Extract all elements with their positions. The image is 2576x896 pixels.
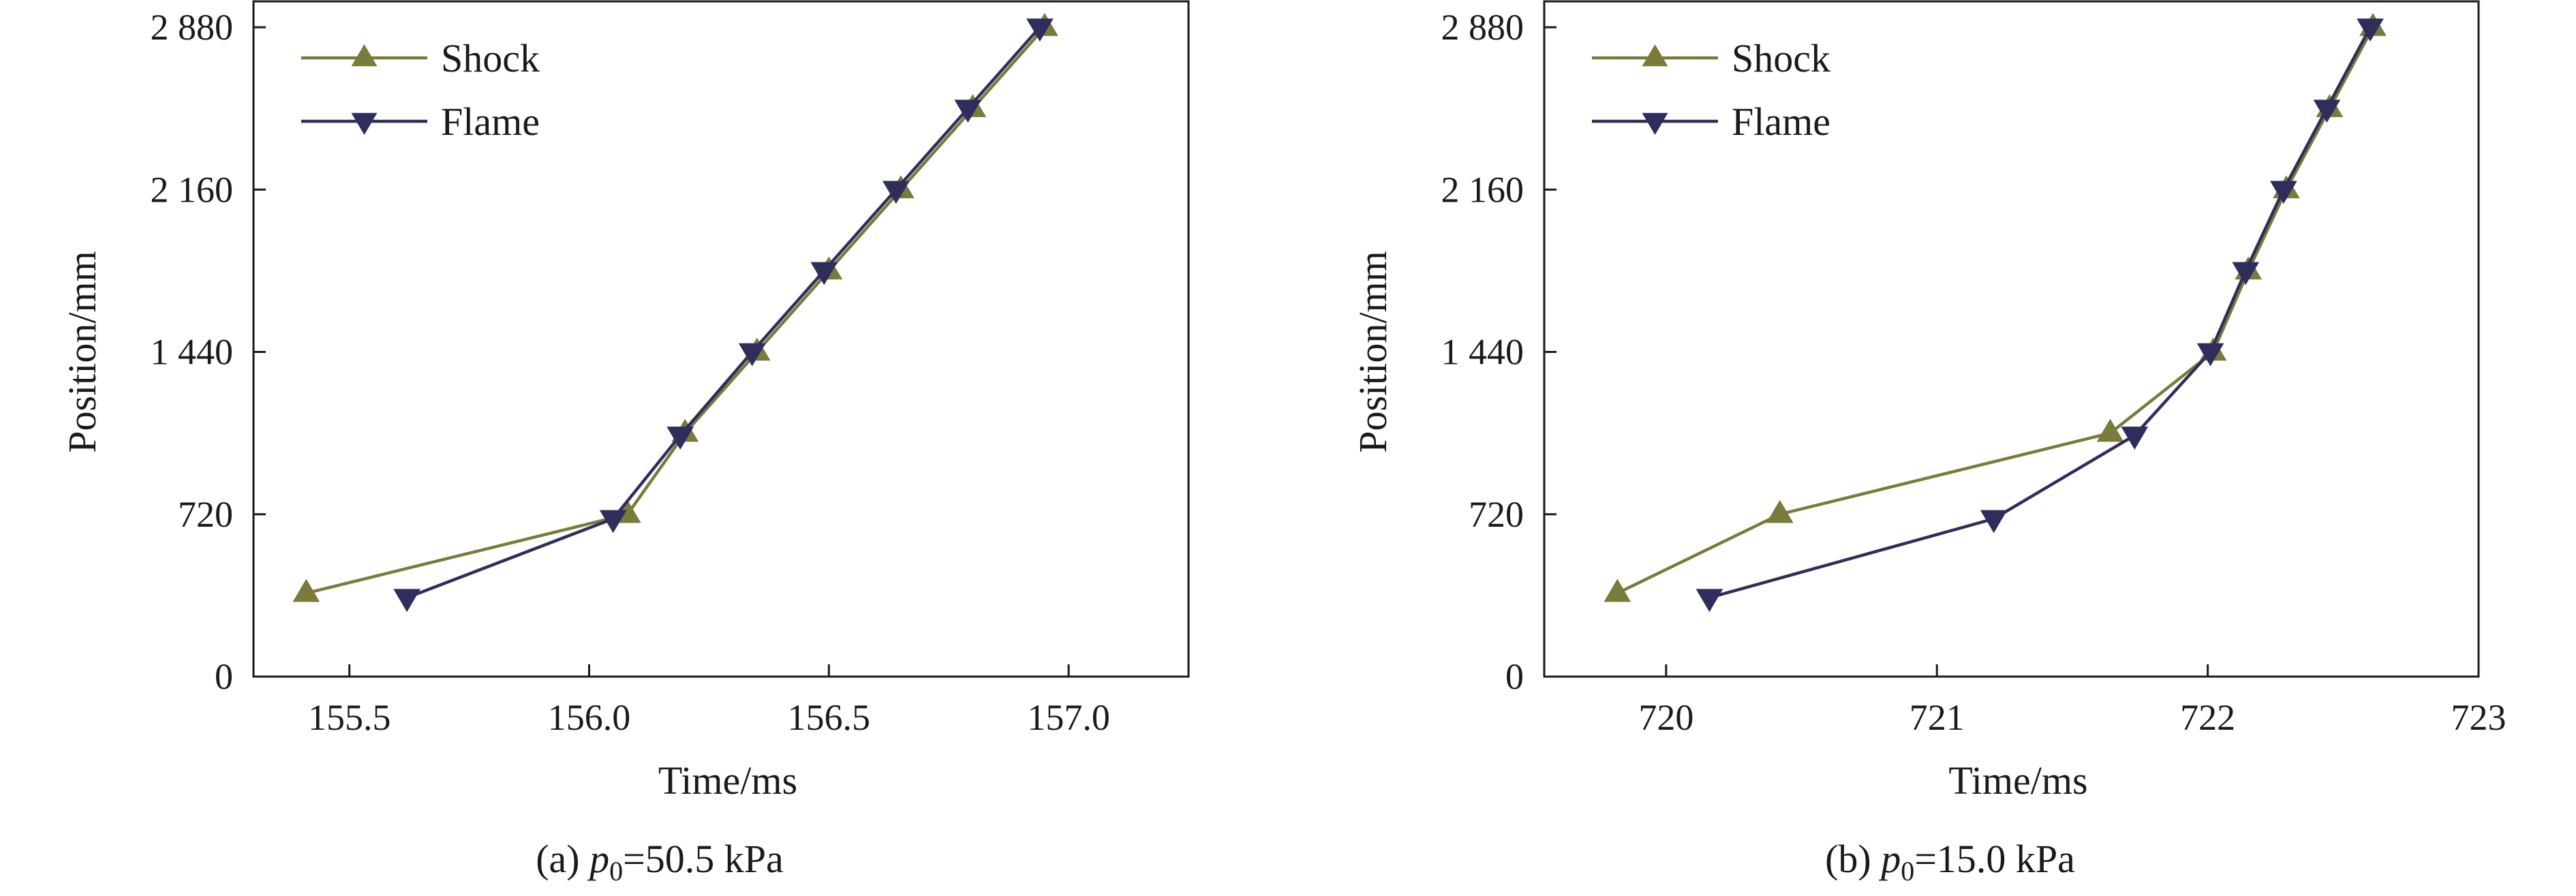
legend-label-shock: Shock	[1732, 36, 1830, 80]
series-line-flame	[1708, 26, 2372, 600]
y-tick-label: 720	[178, 494, 233, 535]
chart-panel-a: 155.5 156.0 156.5 157.0 0 720 1 440 2 160 2 880 T…	[60, 0, 1190, 886]
data-point-shock	[1766, 499, 1794, 523]
x-tick-label: 156.0	[548, 697, 631, 738]
x-tick-label: 155.5	[308, 697, 391, 738]
data-point-flame	[2196, 343, 2224, 367]
data-point-flame	[1696, 589, 1723, 613]
data-point-flame	[393, 589, 421, 613]
legend-label-shock: Shock	[441, 36, 540, 80]
x-tick-label: 156.5	[788, 697, 871, 738]
y-axis-label: Position/mm	[60, 251, 104, 453]
legend-label-flame: Flame	[441, 99, 540, 144]
legend-marker	[351, 44, 378, 67]
data-point-shock	[292, 578, 320, 602]
legend-marker	[351, 112, 378, 136]
data-point-flame	[2232, 262, 2260, 285]
data-point-flame	[599, 510, 627, 534]
y-tick-label: 2 160	[1441, 169, 1524, 210]
x-tick-label: 722	[2180, 697, 2235, 738]
series-line-shock	[305, 26, 1046, 595]
data-point-flame	[810, 262, 838, 285]
y-tick-label: 2 160	[151, 169, 234, 210]
x-tick-label: 720	[1638, 697, 1693, 738]
x-axis-label: Time/ms	[1948, 758, 2087, 803]
data-point-flame	[1980, 510, 2008, 534]
series-line-flame	[406, 26, 1041, 600]
panel-caption: (b) p0=15.0 kPa	[1825, 837, 2075, 886]
x-axis-label: Time/ms	[658, 758, 797, 803]
plot-frame	[1543, 0, 2480, 678]
x-tick-label: 721	[1910, 697, 1965, 738]
series-shock	[292, 12, 1058, 602]
legend: Shock Flame	[301, 36, 540, 144]
data-point-flame	[2121, 427, 2149, 450]
legend-marker	[1642, 112, 1668, 136]
series-shock	[1604, 12, 2387, 602]
data-point-flame	[666, 427, 694, 450]
series-flame	[393, 18, 1054, 613]
chart-panel-b: 720 721 722 723 0 720 1 440 2 160 2 880 Time/ms Po…	[1351, 0, 2506, 886]
panel-caption: (a) p0=50.5 kPa	[536, 837, 784, 886]
y-tick-label: 2 880	[1441, 7, 1524, 48]
series-flame	[1696, 18, 2384, 613]
data-point-flame	[2357, 18, 2384, 42]
data-point-flame	[2313, 99, 2341, 123]
data-point-flame	[1026, 18, 1054, 42]
y-tick-label: 1 440	[1441, 332, 1524, 373]
y-tick-label: 2 880	[151, 7, 234, 48]
y-tick-label: 720	[1469, 494, 1524, 535]
data-point-shock	[2096, 418, 2124, 442]
x-tick-label: 157.0	[1027, 697, 1110, 738]
data-point-flame	[882, 181, 910, 204]
legend: Shock Flame	[1592, 36, 1830, 144]
y-tick-label: 1 440	[151, 332, 234, 373]
data-point-shock	[1604, 578, 1631, 602]
y-tick-label: 0	[1505, 656, 1524, 697]
legend-label-flame: Flame	[1732, 99, 1830, 144]
y-tick-label: 0	[215, 656, 233, 697]
plot-frame	[252, 0, 1190, 678]
data-point-flame	[2270, 181, 2297, 204]
legend-marker	[1642, 44, 1668, 67]
data-point-flame	[738, 343, 766, 367]
series-line-shock	[1616, 26, 2375, 595]
x-tick-label: 723	[2451, 697, 2506, 738]
y-axis-label: Position/mm	[1351, 251, 1395, 453]
data-point-flame	[954, 99, 982, 123]
